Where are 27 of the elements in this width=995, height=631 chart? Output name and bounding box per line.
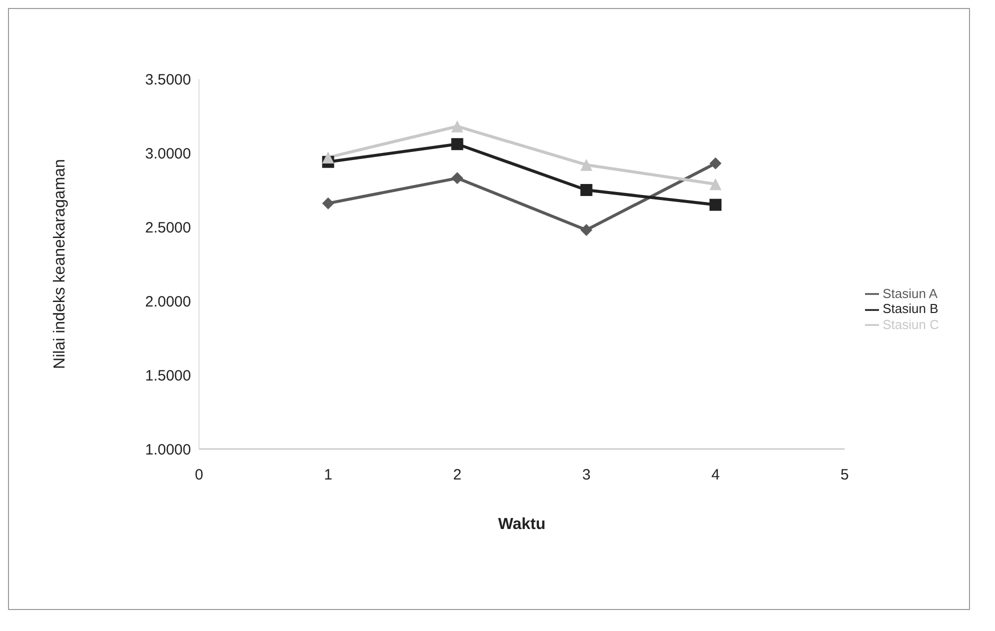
y-tick-label: 2.5000	[145, 219, 191, 236]
point	[710, 198, 722, 211]
point	[451, 172, 464, 184]
point	[322, 197, 334, 210]
x-tick-label: 4	[711, 466, 720, 484]
x-axis-title: Waktu	[498, 516, 546, 533]
y-tick-label: 1.0000	[145, 441, 191, 458]
y-axis-title: Nilai indeks keanekaragaman	[52, 159, 69, 369]
point	[322, 151, 334, 164]
y-tick-label: 3.0000	[145, 145, 191, 162]
y-tick-label: 2.0000	[145, 293, 191, 310]
x-tick-label: 2	[453, 466, 462, 484]
point	[580, 158, 592, 171]
legend-label: Stasiun B	[882, 301, 938, 316]
point	[710, 157, 722, 170]
point	[580, 224, 592, 236]
y-tick-label: 1.5000	[145, 367, 191, 384]
point	[710, 178, 722, 190]
x-tick-label: 3	[582, 466, 591, 484]
y-tick-label: 3.5000	[145, 71, 191, 88]
point	[580, 184, 592, 196]
point	[451, 138, 464, 150]
x-tick-label: 5	[840, 466, 849, 484]
point	[451, 120, 464, 132]
legend-label: Stasiun A	[882, 286, 938, 301]
x-tick-label: 0	[194, 466, 204, 484]
x-tick-label: 1	[324, 466, 332, 484]
